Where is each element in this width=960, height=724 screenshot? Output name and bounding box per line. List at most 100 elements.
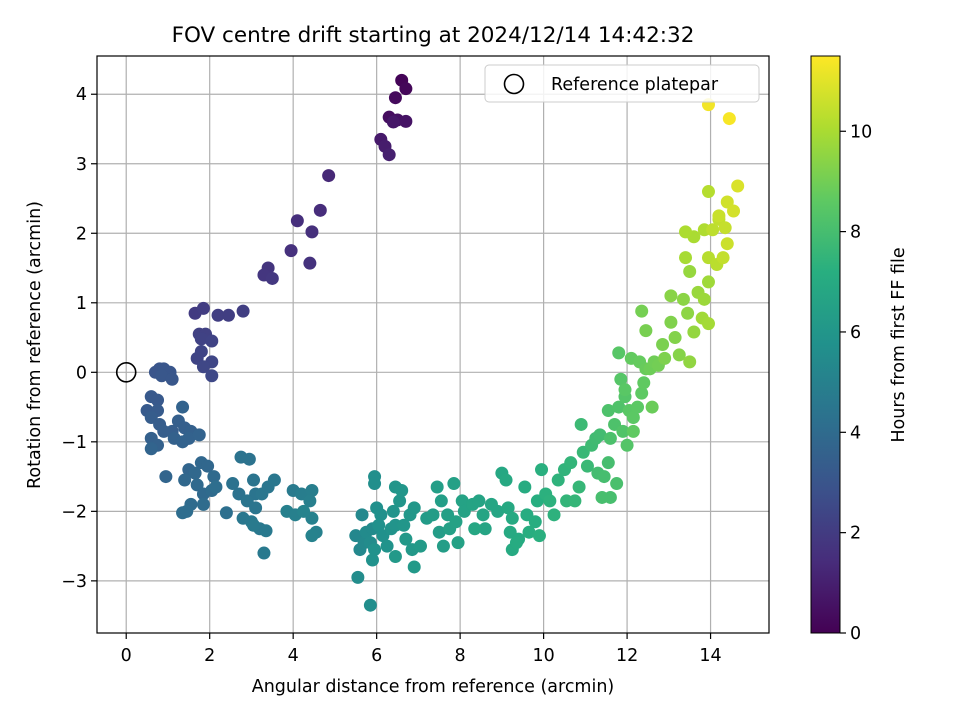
data-point [382,148,396,162]
data-point [267,473,281,487]
data-point [664,289,678,303]
y-tick-label: 4 [76,85,87,105]
data-point [580,459,594,473]
data-point [374,508,388,522]
data-point [564,456,578,470]
data-point [399,532,413,546]
y-tick-label: −3 [61,572,87,592]
y-tick-label: −2 [61,502,87,522]
data-point [535,463,549,477]
data-point [205,334,219,348]
data-point [476,508,490,522]
data-point [701,317,715,331]
data-point [393,494,407,508]
data-point [656,338,670,351]
data-point [716,251,730,265]
data-point [701,275,715,289]
data-point [522,525,536,539]
data-point [388,550,402,564]
plot-frame [96,55,770,634]
data-point [436,539,450,553]
data-point [455,494,469,508]
data-point [434,494,448,508]
colorbar-ticks: 0 2 4 6 8 10 [840,122,872,644]
data-point [151,393,165,407]
data-point [201,459,215,473]
x-tick-label: 6 [371,646,382,666]
data-point [718,221,732,235]
data-point [547,508,561,522]
data-point [645,400,659,414]
data-point [612,346,626,360]
data-point [451,536,465,550]
data-point [720,195,734,209]
data-point [194,332,208,346]
data-point [706,223,720,237]
data-point [601,404,615,418]
data-point [543,494,557,508]
data-point [593,428,607,442]
x-axis-ticks: 0 2 4 6 8 10 12 14 [121,633,722,666]
y-tick-label: 3 [76,155,87,175]
data-point [679,225,693,239]
data-point [572,480,586,494]
data-point [178,473,192,487]
data-point [568,494,582,508]
data-point [687,325,701,339]
data-point [365,553,379,567]
data-point [236,304,250,318]
y-tick-label: 2 [76,224,87,244]
data-point [386,504,400,518]
data-point [242,452,256,466]
data-point [247,473,261,487]
data-point [618,383,632,397]
y-axis-ticks: −3 −2 −1 0 1 2 3 4 [61,85,97,592]
x-tick-label: 12 [616,646,638,666]
data-point [631,400,645,414]
data-point [722,112,736,126]
data-point [626,410,640,424]
data-point [472,494,486,508]
data-point [720,237,734,251]
data-point [491,504,505,518]
data-point [597,470,611,484]
data-point [616,424,630,438]
data-point [395,483,409,497]
data-point [155,369,169,383]
data-point [226,477,240,491]
data-point [509,536,523,550]
data-point [386,115,400,129]
data-point [196,497,210,511]
legend-box [484,64,760,103]
x-tick-label: 4 [288,646,299,666]
data-point [478,522,492,536]
colorbar-label: Hours from first FF file [889,247,909,442]
data-point [180,504,194,518]
colorbar: 0 2 4 6 8 10 Hours from first FF file [810,55,909,644]
data-point [664,315,678,329]
y-axis-label: Rotation from reference (arcmin) [25,201,45,489]
data-point [313,203,327,217]
data-point [727,204,741,218]
data-point [380,539,394,553]
data-point [176,400,190,414]
colorbar-tick-label: 6 [850,323,861,343]
data-point [679,251,693,265]
data-point [305,483,319,497]
data-point [426,508,440,522]
data-point [322,169,336,183]
colorbar-tick-label: 4 [850,423,861,443]
data-point [731,179,745,193]
data-point [697,292,711,306]
data-point [551,473,565,487]
data-point [305,529,319,543]
data-point [355,508,369,522]
data-point [351,570,365,584]
data-point [388,91,402,105]
colorbar-gradient [810,55,841,634]
data-point [249,501,263,515]
chart-title: FOV centre drift starting at 2024/12/14 … [172,23,695,48]
legend-entry-reference-platepar: Reference platepar [551,75,719,95]
data-point [626,424,640,438]
